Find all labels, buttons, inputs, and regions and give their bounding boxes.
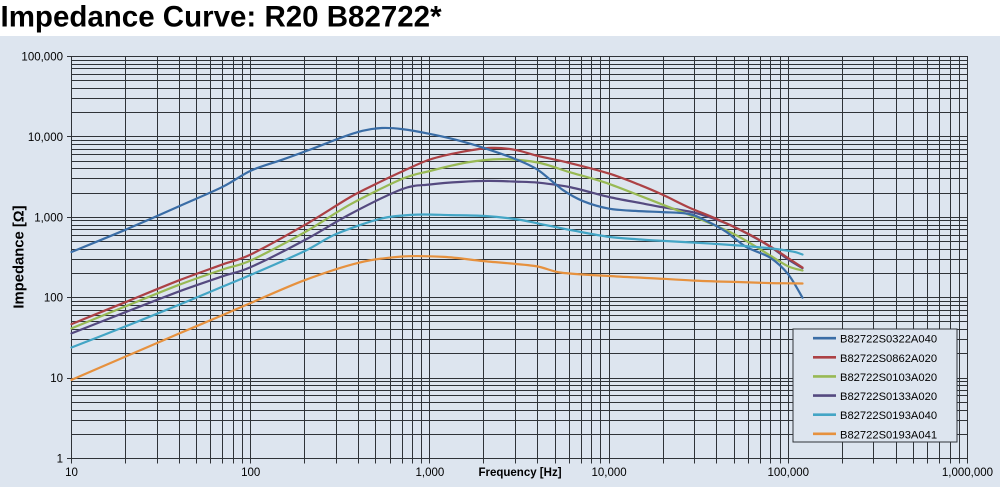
svg-text:B82722S0193A041: B82722S0193A041 [840,429,937,441]
svg-text:Impedance Curve: R20 B82722*: Impedance Curve: R20 B82722* [1,1,443,34]
svg-text:B82722S0193A040: B82722S0193A040 [840,410,937,422]
svg-text:100: 100 [241,467,260,479]
svg-text:1,000: 1,000 [416,467,445,479]
svg-text:1: 1 [57,454,63,466]
svg-text:10,000: 10,000 [592,467,627,479]
svg-text:1,000: 1,000 [34,212,63,224]
svg-text:10,000: 10,000 [28,132,63,144]
svg-text:100: 100 [44,293,63,305]
svg-text:10: 10 [65,467,78,479]
svg-text:B82722S0862A020: B82722S0862A020 [840,353,937,365]
svg-text:B82722S0133A020: B82722S0133A020 [840,391,937,403]
svg-text:100,000: 100,000 [21,52,63,64]
svg-text:1,000,000: 1,000,000 [942,467,993,479]
svg-text:Frequency [Hz]: Frequency [Hz] [478,467,561,479]
svg-text:B82722S0322A040: B82722S0322A040 [840,334,937,346]
svg-text:10: 10 [50,373,63,385]
svg-text:B82722S0103A020: B82722S0103A020 [840,372,937,384]
svg-text:100,000: 100,000 [768,467,810,479]
svg-text:Impedance [Ω]: Impedance [Ω] [12,205,28,308]
